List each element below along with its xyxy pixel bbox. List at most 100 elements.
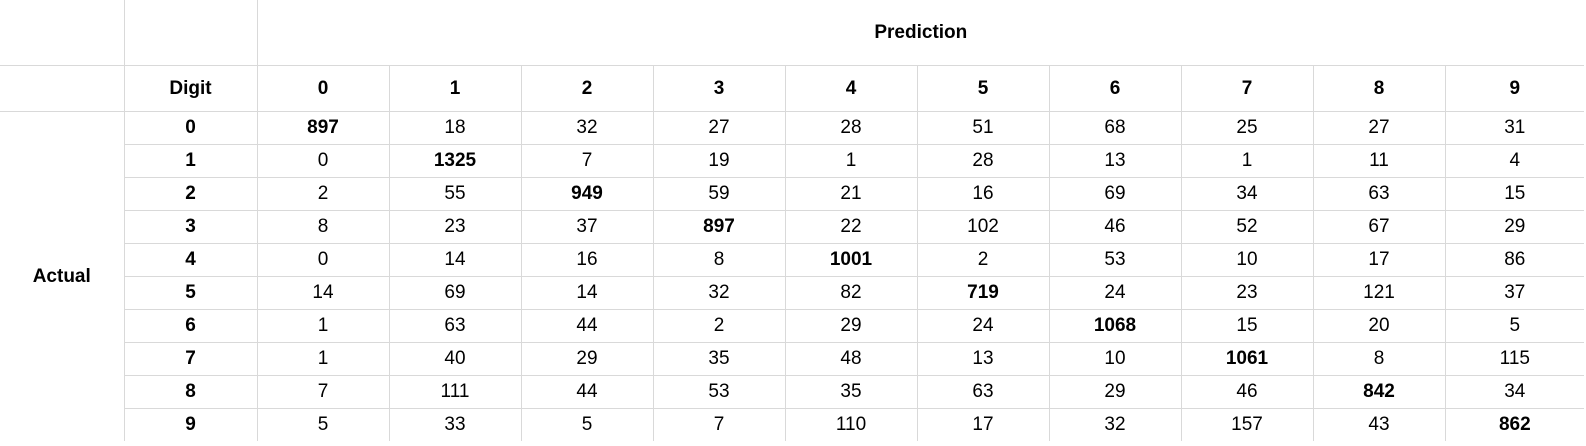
matrix-cell: 63: [1312, 177, 1446, 211]
matrix-cell: 29: [784, 309, 918, 343]
matrix-cell: 1: [256, 309, 390, 343]
matrix-cell: 32: [1048, 408, 1182, 441]
column-header: 4: [784, 65, 918, 112]
matrix-cell: 1: [256, 342, 390, 376]
matrix-cell: 24: [1048, 276, 1182, 310]
matrix-cell: 8: [652, 243, 786, 277]
digit-header: Digit: [123, 65, 258, 112]
corner-cell: [0, 0, 125, 66]
matrix-cell: 15: [1444, 177, 1585, 211]
column-header: 5: [916, 65, 1050, 112]
matrix-cell: 34: [1444, 375, 1585, 409]
matrix-cell: 32: [520, 111, 654, 145]
matrix-cell: 7: [520, 144, 654, 178]
diagonal-cell: 897: [256, 111, 390, 145]
matrix-cell: 18: [388, 111, 522, 145]
matrix-cell: 17: [1312, 243, 1446, 277]
table-row: 9 5 33 5 7 110 17 32 157 43 862: [0, 408, 1585, 441]
matrix-cell: 17: [916, 408, 1050, 441]
matrix-cell: 59: [652, 177, 786, 211]
matrix-cell: 13: [916, 342, 1050, 376]
column-header: 7: [1180, 65, 1314, 112]
column-header: 1: [388, 65, 522, 112]
matrix-cell: 10: [1180, 243, 1314, 277]
matrix-cell: 32: [652, 276, 786, 310]
diagonal-cell: 949: [520, 177, 654, 211]
column-header: 2: [520, 65, 654, 112]
title-row: Prediction: [0, 0, 1585, 66]
matrix-cell: 5: [520, 408, 654, 441]
matrix-cell: 29: [1444, 210, 1585, 244]
matrix-cell: 2: [652, 309, 786, 343]
row-digit-label: 0: [123, 111, 258, 145]
matrix-cell: 102: [916, 210, 1050, 244]
column-header: 6: [1048, 65, 1182, 112]
matrix-cell: 51: [916, 111, 1050, 145]
matrix-cell: 68: [1048, 111, 1182, 145]
matrix-cell: 22: [784, 210, 918, 244]
table-row: 4 0 14 16 8 1001 2 53 10 17 86: [0, 243, 1585, 277]
matrix-cell: 13: [1048, 144, 1182, 178]
matrix-cell: 16: [916, 177, 1050, 211]
matrix-cell: 14: [256, 276, 390, 310]
matrix-cell: 48: [784, 342, 918, 376]
matrix-cell: 63: [388, 309, 522, 343]
matrix-cell: 55: [388, 177, 522, 211]
matrix-cell: 69: [1048, 177, 1182, 211]
matrix-cell: 86: [1444, 243, 1585, 277]
matrix-cell: 110: [784, 408, 918, 441]
matrix-cell: 1: [784, 144, 918, 178]
table-row: 3 8 23 37 897 22 102 46 52 67 29: [0, 210, 1585, 244]
diagonal-cell: 842: [1312, 375, 1446, 409]
matrix-cell: 46: [1048, 210, 1182, 244]
row-digit-label: 5: [123, 276, 258, 310]
matrix-cell: 37: [520, 210, 654, 244]
row-digit-label: 3: [123, 210, 258, 244]
matrix-cell: 28: [784, 111, 918, 145]
matrix-cell: 44: [520, 375, 654, 409]
matrix-cell: 23: [1180, 276, 1314, 310]
matrix-cell: 40: [388, 342, 522, 376]
matrix-cell: 10: [1048, 342, 1182, 376]
corner-cell: [123, 0, 258, 66]
matrix-cell: 8: [1312, 342, 1446, 376]
matrix-cell: 69: [388, 276, 522, 310]
matrix-cell: 82: [784, 276, 918, 310]
matrix-cell: 20: [1312, 309, 1446, 343]
matrix-cell: 21: [784, 177, 918, 211]
diagonal-cell: 862: [1444, 408, 1585, 441]
matrix-cell: 5: [1444, 309, 1585, 343]
matrix-cell: 7: [256, 375, 390, 409]
matrix-cell: 52: [1180, 210, 1314, 244]
matrix-cell: 19: [652, 144, 786, 178]
column-header: 0: [256, 65, 390, 112]
matrix-cell: 43: [1312, 408, 1446, 441]
matrix-cell: 33: [388, 408, 522, 441]
matrix-cell: 27: [1312, 111, 1446, 145]
prediction-header: Prediction: [256, 0, 1585, 66]
matrix-cell: 1: [1180, 144, 1314, 178]
matrix-cell: 29: [1048, 375, 1182, 409]
row-digit-label: 1: [123, 144, 258, 178]
table-row: 8 7 111 44 53 35 63 29 46 842 34: [0, 375, 1585, 409]
matrix-cell: 111: [388, 375, 522, 409]
matrix-cell: 23: [388, 210, 522, 244]
row-digit-label: 9: [123, 408, 258, 441]
table-row: 7 1 40 29 35 48 13 10 1061 8 115: [0, 342, 1585, 376]
matrix-cell: 121: [1312, 276, 1446, 310]
table-row: 2 2 55 949 59 21 16 69 34 63 15: [0, 177, 1585, 211]
matrix-cell: 35: [784, 375, 918, 409]
matrix-cell: 11: [1312, 144, 1446, 178]
matrix-cell: 0: [256, 243, 390, 277]
matrix-cell: 2: [256, 177, 390, 211]
diagonal-cell: 1061: [1180, 342, 1314, 376]
matrix-cell: 15: [1180, 309, 1314, 343]
matrix-cell: 53: [1048, 243, 1182, 277]
matrix-cell: 46: [1180, 375, 1314, 409]
matrix-cell: 63: [916, 375, 1050, 409]
matrix-cell: 7: [652, 408, 786, 441]
matrix-cell: 53: [652, 375, 786, 409]
diagonal-cell: 1068: [1048, 309, 1182, 343]
matrix-cell: 27: [652, 111, 786, 145]
